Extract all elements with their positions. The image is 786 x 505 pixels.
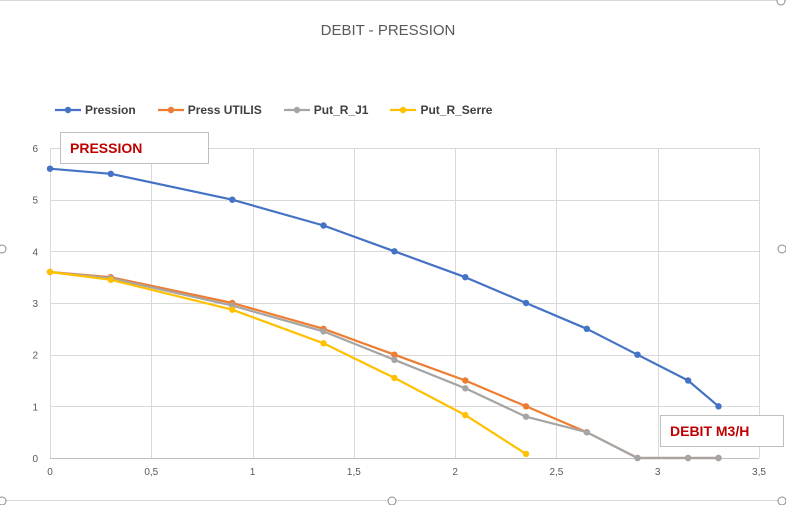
- series-1[interactable]: [46, 268, 722, 462]
- x-tick-label: 1,5: [347, 467, 361, 478]
- data-point[interactable]: [522, 413, 530, 420]
- x-tick-label: 2: [452, 467, 458, 478]
- data-point[interactable]: [229, 306, 236, 313]
- data-point[interactable]: [522, 403, 530, 410]
- handle-middle-right[interactable]: [777, 244, 786, 254]
- data-point[interactable]: [46, 268, 54, 276]
- data-point[interactable]: [462, 411, 469, 419]
- data-point[interactable]: [522, 450, 530, 458]
- series-0[interactable]: [46, 165, 722, 410]
- legend-entry[interactable]: Put_R_Serre: [390, 103, 492, 117]
- x-tick-label: 2,5: [549, 467, 563, 478]
- handle-bottom-left[interactable]: [0, 496, 7, 505]
- data-point[interactable]: [391, 248, 398, 255]
- data-point[interactable]: [583, 429, 590, 436]
- data-point[interactable]: [320, 340, 327, 347]
- legend-entry[interactable]: Pression: [55, 103, 136, 117]
- x-tick-label: 3: [655, 467, 661, 478]
- data-point[interactable]: [583, 325, 590, 332]
- handle-bottom-right[interactable]: [777, 496, 786, 505]
- series-2[interactable]: [46, 268, 722, 462]
- series-line[interactable]: [49, 270, 527, 455]
- y-tick-labels: 0 1 2 3 4 5 6: [32, 144, 38, 465]
- data-point[interactable]: [391, 351, 398, 358]
- x-tick-labels: 0 0,5 1 1,5 2 2,5 3 3,5: [47, 467, 766, 478]
- data-point[interactable]: [715, 454, 722, 462]
- data-point[interactable]: [46, 165, 54, 172]
- y-tick-label: 0: [32, 454, 38, 465]
- data-point[interactable]: [684, 454, 692, 462]
- data-point[interactable]: [107, 276, 115, 283]
- gridlines: [50, 148, 760, 459]
- x-tick-label: 1: [250, 467, 256, 478]
- legend-label: Put_R_J1: [313, 103, 369, 117]
- data-point[interactable]: [462, 274, 469, 281]
- data-point[interactable]: [391, 374, 398, 382]
- y-axis-label[interactable]: PRESSION: [60, 132, 209, 164]
- data-point[interactable]: [462, 385, 469, 392]
- data-point[interactable]: [229, 196, 236, 203]
- data-point[interactable]: [320, 222, 327, 229]
- legend-label: Pression: [85, 103, 136, 117]
- series-line[interactable]: [49, 270, 719, 460]
- legend-marker-icon: [390, 106, 417, 114]
- x-tick-label: 0,5: [144, 467, 158, 478]
- data-point[interactable]: [684, 377, 692, 384]
- handle-top-right[interactable]: [776, 0, 786, 6]
- legend-marker-icon: [283, 106, 310, 114]
- y-tick-label: 5: [32, 196, 38, 207]
- y-tick-label: 4: [32, 247, 38, 258]
- legend-entry[interactable]: Put_R_J1: [283, 103, 369, 117]
- chart-title[interactable]: DEBIT - PRESSION: [320, 22, 456, 39]
- legend-marker-icon: [157, 106, 184, 114]
- y-tick-label: 1: [32, 402, 38, 413]
- data-point[interactable]: [634, 351, 641, 358]
- legend-label: Put_R_Serre: [420, 103, 493, 117]
- y-tick-label: 3: [32, 299, 38, 310]
- data-point[interactable]: [391, 356, 398, 363]
- data-point[interactable]: [634, 454, 641, 462]
- data-point[interactable]: [107, 170, 115, 177]
- series-3[interactable]: [46, 268, 530, 458]
- legend-label: Press UTILIS: [187, 103, 262, 117]
- legend-marker-icon: [55, 106, 81, 114]
- data-point[interactable]: [320, 328, 327, 335]
- x-tick-label: 0: [47, 467, 53, 478]
- series-lines: [46, 165, 722, 462]
- data-point[interactable]: [462, 377, 469, 384]
- handle-bottom-middle[interactable]: [387, 496, 397, 505]
- y-tick-label: 2: [32, 351, 38, 362]
- data-point[interactable]: [522, 299, 530, 307]
- handle-middle-left[interactable]: [0, 244, 7, 254]
- x-tick-label: 3,5: [752, 467, 766, 478]
- y-tick-label: 6: [32, 144, 38, 155]
- x-axis-label[interactable]: DEBIT M3/H: [660, 415, 784, 447]
- data-point[interactable]: [715, 403, 722, 410]
- legend[interactable]: Pression Press UTILIS Put_R_J1 Put_R_Serre: [55, 101, 514, 119]
- series-line[interactable]: [49, 270, 719, 460]
- legend-entry[interactable]: Press UTILIS: [157, 103, 262, 117]
